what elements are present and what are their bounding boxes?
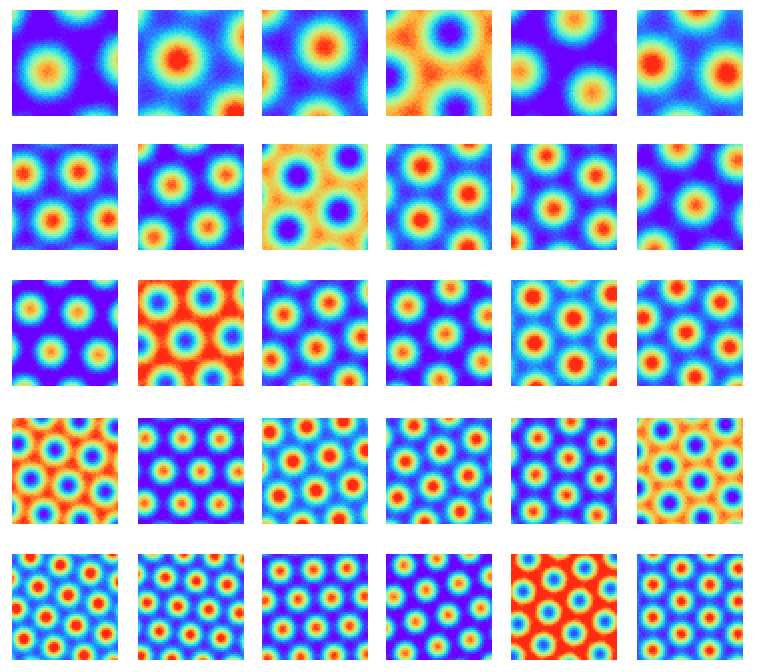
rate-map-panel-r1-c3 [262, 10, 368, 116]
heatmap-canvas [138, 418, 244, 524]
rate-map-panel-r3-c2 [138, 280, 244, 386]
heatmap-canvas [12, 144, 118, 250]
rate-map-panel-r1-c4 [386, 10, 492, 116]
heatmap-canvas [386, 10, 492, 116]
heatmap-canvas [12, 554, 118, 660]
heatmap-canvas [138, 10, 244, 116]
heatmap-canvas [262, 144, 368, 250]
rate-map-panel-r3-c3 [262, 280, 368, 386]
heatmap-canvas [511, 554, 617, 660]
rate-map-panel-r2-c3 [262, 144, 368, 250]
rate-map-panel-r4-c2 [138, 418, 244, 524]
heatmap-canvas [138, 554, 244, 660]
heatmap-canvas [637, 280, 743, 386]
rate-map-panel-r3-c5 [511, 280, 617, 386]
heatmap-canvas [386, 144, 492, 250]
heatmap-canvas [511, 10, 617, 116]
rate-map-panel-r4-c4 [386, 418, 492, 524]
rate-map-panel-r3-c1 [12, 280, 118, 386]
rate-map-panel-r2-c4 [386, 144, 492, 250]
heatmap-canvas [637, 554, 743, 660]
heatmap-canvas [262, 280, 368, 386]
heatmap-canvas [386, 280, 492, 386]
rate-map-panel-r1-c5 [511, 10, 617, 116]
heatmap-canvas [637, 10, 743, 116]
heatmap-canvas [511, 144, 617, 250]
heatmap-canvas [511, 418, 617, 524]
heatmap-canvas [637, 418, 743, 524]
rate-map-panel-r5-c4 [386, 554, 492, 660]
rate-map-panel-r2-c2 [138, 144, 244, 250]
heatmap-canvas [138, 144, 244, 250]
rate-map-panel-r3-c6 [637, 280, 743, 386]
rate-map-panel-r1-c1 [12, 10, 118, 116]
rate-map-panel-r2-c1 [12, 144, 118, 250]
rate-map-panel-r4-c5 [511, 418, 617, 524]
rate-map-panel-r1-c2 [138, 10, 244, 116]
heatmap-canvas [637, 144, 743, 250]
rate-map-panel-r2-c6 [637, 144, 743, 250]
rate-map-panel-r5-c2 [138, 554, 244, 660]
heatmap-canvas [262, 554, 368, 660]
rate-map-panel-r5-c1 [12, 554, 118, 660]
rate-map-panel-r4-c3 [262, 418, 368, 524]
rate-map-panel-r5-c3 [262, 554, 368, 660]
heatmap-canvas [386, 418, 492, 524]
rate-map-panel-r5-c5 [511, 554, 617, 660]
heatmap-canvas [262, 10, 368, 116]
heatmap-canvas [262, 418, 368, 524]
heatmap-canvas [12, 418, 118, 524]
rate-map-panel-r3-c4 [386, 280, 492, 386]
rate-map-panel-r5-c6 [637, 554, 743, 660]
rate-map-panel-r1-c6 [637, 10, 743, 116]
rate-map-panel-r2-c5 [511, 144, 617, 250]
heatmap-canvas [138, 280, 244, 386]
heatmap-canvas [511, 280, 617, 386]
heatmap-canvas [386, 554, 492, 660]
heatmap-canvas [12, 10, 118, 116]
heatmap-canvas [12, 280, 118, 386]
rate-map-panel-r4-c1 [12, 418, 118, 524]
rate-map-panel-r4-c6 [637, 418, 743, 524]
